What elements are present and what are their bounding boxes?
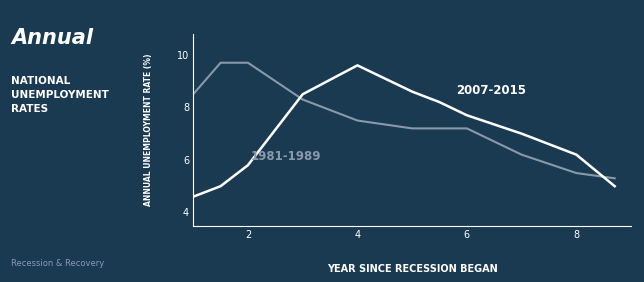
- Text: 1981-1989: 1981-1989: [251, 150, 321, 163]
- Text: Recession & Recovery: Recession & Recovery: [11, 259, 104, 268]
- Text: ANNUAL UNEMPLOYMENT RATE (%): ANNUAL UNEMPLOYMENT RATE (%): [144, 54, 153, 206]
- Text: NATIONAL
UNEMPLOYMENT
RATES: NATIONAL UNEMPLOYMENT RATES: [11, 76, 109, 114]
- Text: 2007-2015: 2007-2015: [456, 84, 526, 97]
- Text: YEAR SINCE RECESSION BEGAN: YEAR SINCE RECESSION BEGAN: [327, 264, 498, 274]
- Text: Annual: Annual: [11, 28, 93, 48]
